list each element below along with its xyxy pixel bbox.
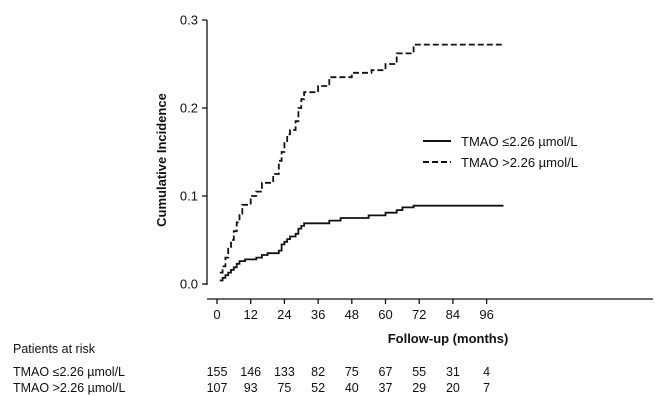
legend-label-low-tmao: TMAO ≤2.26 µmol/L: [461, 134, 578, 149]
risk-value: 155: [207, 365, 228, 379]
x-tick-label: 36: [311, 307, 325, 322]
legend-label-high-tmao: TMAO >2.26 µmol/L: [461, 155, 578, 170]
risk-row-label-high-tmao: TMAO >2.26 µmol/L: [13, 381, 125, 395]
legend: TMAO ≤2.26 µmol/L TMAO >2.26 µmol/L: [423, 134, 578, 170]
risk-value: 82: [311, 365, 325, 379]
risk-value: 75: [277, 381, 291, 395]
y-tick-label: 0.2: [180, 101, 198, 116]
y-tick-label: 0.1: [180, 189, 198, 204]
x-tick-label: 84: [446, 307, 460, 322]
risk-value: 31: [446, 365, 460, 379]
risk-row-label-low-tmao: TMAO ≤2.26 µmol/L: [13, 365, 125, 379]
y-tick-label: 0.0: [180, 277, 198, 292]
x-axis-title: Follow-up (months): [388, 331, 509, 346]
risk-table-title: Patients at risk: [13, 342, 96, 356]
risk-value: 4: [483, 365, 490, 379]
risk-value: 75: [345, 365, 359, 379]
risk-value: 67: [379, 365, 393, 379]
x-tick-label: 48: [345, 307, 359, 322]
risk-value: 55: [412, 365, 426, 379]
series-line-low-tmao: [220, 206, 504, 281]
risk-value: 37: [379, 381, 393, 395]
x-tick-label: 24: [277, 307, 291, 322]
risk-value: 52: [311, 381, 325, 395]
x-tick-label: 0: [213, 307, 220, 322]
risk-value: 93: [244, 381, 258, 395]
risk-value: 20: [446, 381, 460, 395]
risk-value: 146: [240, 365, 261, 379]
chart-axes: 0.0 0.1 0.2 0.3 0 12 24 36 48 60 72 84 96: [180, 13, 653, 323]
risk-value: 40: [345, 381, 359, 395]
y-axis-title: Cumulative Incidence: [154, 93, 169, 227]
y-ticks: 0.0 0.1 0.2 0.3: [180, 13, 207, 292]
x-tick-label: 72: [412, 307, 426, 322]
risk-values: 155 146 133 82 75 67 55 31 4 107 93 75 52 40 37 29 20 7: [207, 365, 491, 395]
x-ticks: 0 12 24 36 48 60 72 84 96: [213, 299, 493, 322]
y-tick-label: 0.3: [180, 13, 198, 28]
x-tick-label: 12: [243, 307, 257, 322]
risk-table: Patients at risk TMAO ≤2.26 µmol/L TMAO …: [13, 342, 490, 395]
x-tick-label: 96: [479, 307, 493, 322]
risk-value: 133: [274, 365, 295, 379]
risk-value: 7: [483, 381, 490, 395]
x-tick-label: 60: [378, 307, 392, 322]
risk-value: 29: [412, 381, 426, 395]
risk-value: 107: [207, 381, 228, 395]
